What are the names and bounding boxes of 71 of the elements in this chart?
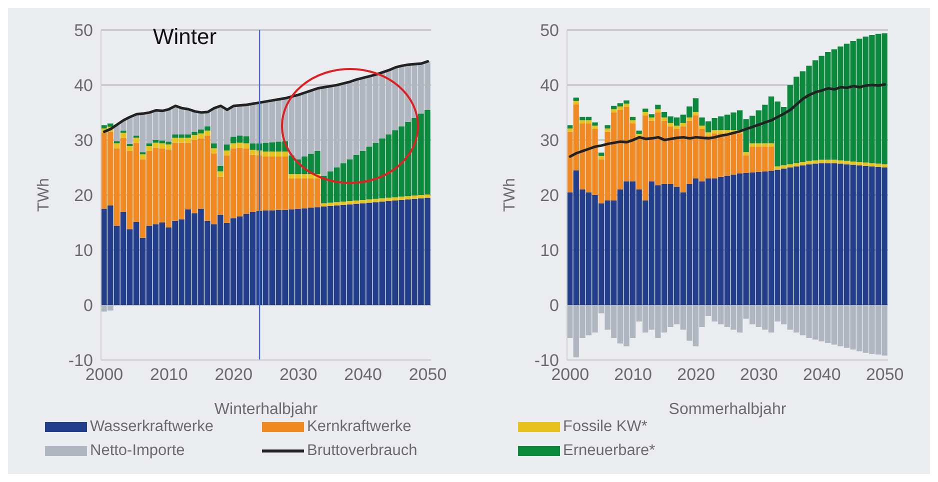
bar (224, 144, 230, 150)
bar (573, 98, 579, 101)
legend-label: Netto-Importe (90, 442, 185, 460)
y-tick-label: 40 (74, 76, 93, 96)
x-tick-label: 2000 (551, 365, 590, 384)
bar (699, 126, 705, 129)
bar (630, 120, 636, 124)
bar (592, 122, 598, 126)
x-tick-label: 2030 (279, 365, 318, 384)
legend-label: Wasserkraftwerke (90, 418, 214, 436)
x-axis-title: Winterhalbjahr (214, 401, 318, 418)
legend-label: Fossile KW* (563, 418, 648, 436)
bar (636, 130, 642, 134)
bar (573, 100, 579, 104)
bar (648, 114, 654, 118)
y-axis-title: TWh (36, 178, 53, 212)
y-axis-title: TWh (502, 178, 519, 212)
y-tick-label: 30 (74, 131, 93, 150)
y-tick-label: 50 (74, 21, 93, 40)
line-series (102, 60, 430, 134)
x-tick-label: 2030 (740, 365, 778, 384)
bar (224, 150, 230, 156)
bar (126, 146, 133, 151)
bar (211, 143, 217, 148)
x-tick-label: 2040 (803, 365, 841, 384)
bar (642, 112, 648, 116)
bar (642, 108, 648, 112)
x-tick-label: 2020 (677, 365, 715, 384)
bar (692, 112, 699, 116)
y-tick-label: 20 (540, 186, 559, 206)
x-tick-label: 2020 (214, 365, 253, 384)
y-tick-label: 10 (74, 241, 93, 260)
bar (655, 109, 661, 112)
bar (217, 171, 224, 177)
bar (598, 156, 604, 160)
bar (598, 152, 604, 156)
bar (140, 154, 146, 160)
y-tick-label: 20 (74, 186, 93, 206)
y-tick-label: 50 (540, 21, 559, 40)
bar (211, 148, 217, 154)
y-tick-label: 40 (540, 76, 559, 96)
bar (655, 104, 661, 110)
legend-label: Bruttoverbrauch (307, 442, 418, 460)
y-tick-label: 30 (540, 131, 559, 150)
bar (217, 166, 224, 172)
bar (661, 117, 668, 121)
bar (120, 132, 126, 138)
x-tick-label: 2050 (408, 365, 447, 384)
bar (592, 126, 598, 129)
bar (743, 152, 749, 156)
legend-label: Kernkraftwerke (307, 418, 412, 436)
y-tick-label: 0 (550, 296, 559, 316)
x-tick-label: 2000 (85, 365, 124, 384)
bar (567, 125, 573, 128)
y-tick-label: 0 (84, 296, 93, 316)
bar (604, 128, 610, 132)
bar (604, 125, 610, 128)
bar (133, 138, 140, 143)
x-tick-label: 2010 (150, 365, 188, 384)
legend-label: Erneuerbare* (563, 442, 656, 460)
x-tick-label: 2040 (344, 365, 382, 384)
x-tick-label: 2010 (614, 365, 652, 384)
x-axis-title: Sommerhalbjahr (668, 401, 787, 418)
annotation: Winter (153, 24, 217, 50)
line-series (568, 83, 886, 158)
bar (114, 143, 120, 148)
bar (686, 117, 692, 121)
y-tick-label: 10 (540, 241, 559, 260)
bar (648, 117, 654, 121)
x-tick-label: 2050 (866, 365, 904, 384)
bar (567, 128, 573, 132)
